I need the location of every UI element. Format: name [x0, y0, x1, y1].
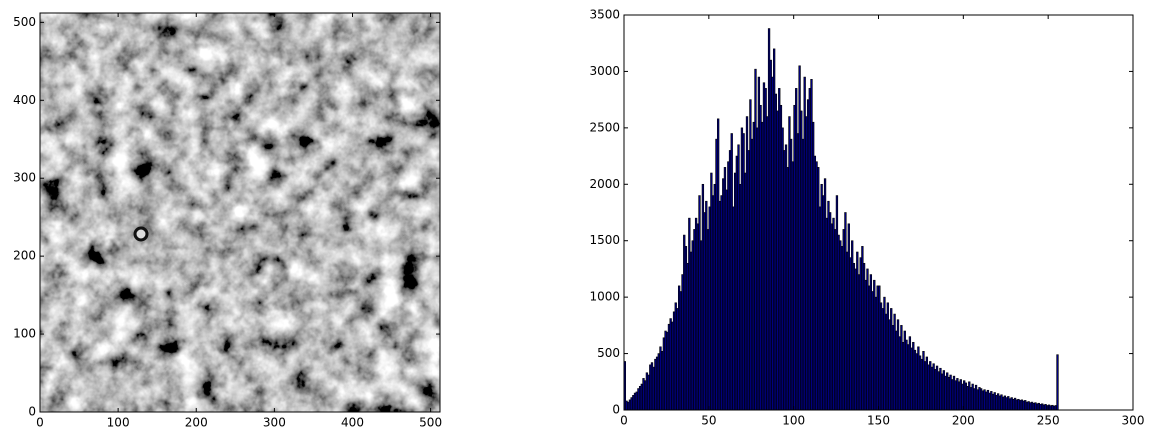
- y-tick-label: 2000: [589, 177, 620, 191]
- y-tick-label: 2500: [589, 120, 620, 134]
- x-tick-label: 400: [341, 416, 364, 430]
- x-tick-label: 50: [701, 414, 716, 428]
- x-tick-label: 0: [36, 416, 44, 430]
- x-tick-label: 0: [620, 414, 628, 428]
- x-tick-label: 200: [952, 414, 975, 428]
- x-tick-label: 200: [185, 416, 208, 430]
- x-tick-label: 300: [1122, 414, 1145, 428]
- y-tick-label: 3000: [589, 64, 620, 78]
- y-tick-label: 500: [13, 15, 36, 29]
- image-ring: [133, 226, 149, 242]
- y-tick-label: 1000: [589, 290, 620, 304]
- image-pixels: [40, 13, 440, 412]
- y-tick-label: 0: [28, 405, 36, 419]
- y-tick-label: 0: [612, 403, 620, 417]
- y-tick-label: 3500: [589, 8, 620, 22]
- x-tick-label: 250: [1037, 414, 1060, 428]
- x-tick-label: 300: [263, 416, 286, 430]
- y-tick-label: 300: [13, 171, 36, 185]
- y-tick-label: 500: [597, 346, 620, 360]
- y-tick-label: 1500: [589, 233, 620, 247]
- x-tick-label: 150: [867, 414, 890, 428]
- y-tick-label: 400: [13, 93, 36, 107]
- axes-frame: [39, 12, 441, 413]
- histogram-bar: [1056, 354, 1059, 411]
- y-tick-label: 100: [13, 327, 36, 341]
- x-tick-label: 100: [107, 416, 130, 430]
- y-tick-label: 200: [13, 249, 36, 263]
- x-tick-label: 500: [419, 416, 442, 430]
- x-tick-label: 100: [782, 414, 805, 428]
